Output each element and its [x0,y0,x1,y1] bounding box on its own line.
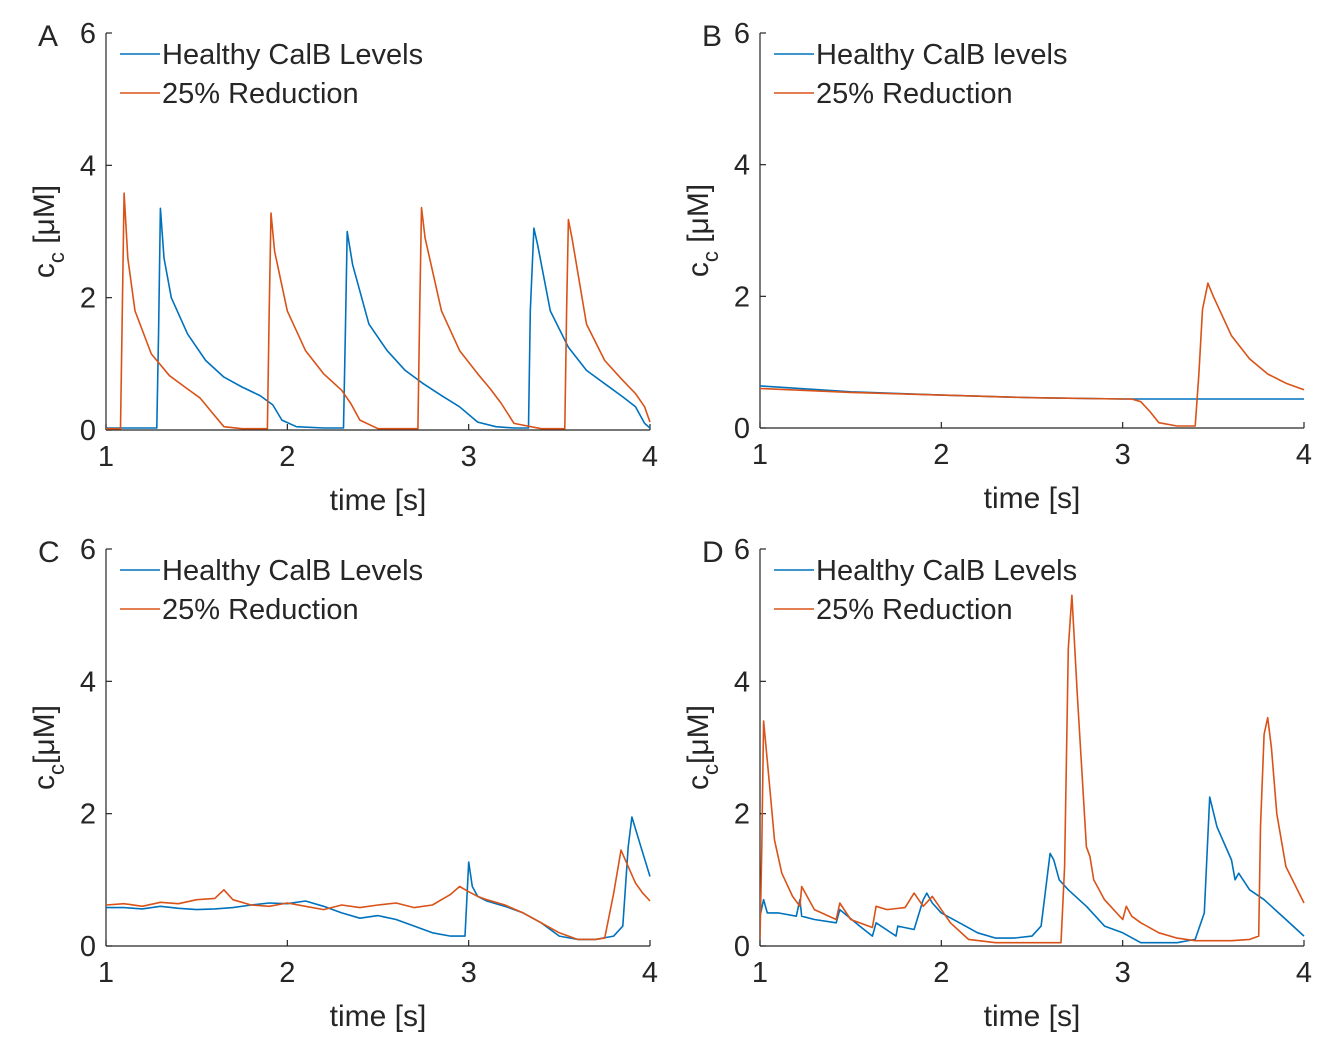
legend-entry: Healthy CalB Levels [162,39,423,71]
y-axis-label-units: [μM] [28,185,61,252]
y-axis-label: cc [μM] [682,184,723,277]
y-tick-label: 2 [80,799,96,831]
y-tick-label: 2 [734,281,750,313]
legend-entry: Healthy CalB Levels [162,555,423,587]
series-line-healthy [106,207,651,429]
y-tick-label: 4 [80,150,96,182]
y-axis-label-main: c [682,775,715,790]
x-tick-label: 4 [1296,439,1312,471]
y-tick-label: 6 [734,534,750,566]
y-axis-label-subscript: c [44,764,69,775]
y-axis-label: cc [μM] [28,185,69,278]
y-axis-label: cc[μM] [28,705,69,790]
y-tick-label: 6 [80,534,96,566]
x-axis-label: time [s] [984,1000,1081,1033]
series-line-healthy [760,796,1305,944]
x-tick-label: 4 [642,957,658,989]
legend-entry: 25% Reduction [816,594,1013,626]
series-line-reduced [106,849,651,941]
y-tick-label: 6 [80,18,96,50]
y-tick-label: 0 [734,413,750,445]
y-axis-label-main: c [28,775,61,790]
x-tick-label: 3 [1115,957,1131,989]
y-tick-label: 4 [80,666,96,698]
y-tick-label: 4 [734,666,750,698]
legend-entry: Healthy CalB levels [816,39,1067,71]
y-axis-label-main: c [682,262,715,277]
x-axis-label: time [s] [984,482,1081,515]
y-tick-label: 2 [80,283,96,315]
x-tick-label: 2 [279,441,295,473]
legend-entry: 25% Reduction [162,594,359,626]
x-tick-label: 2 [279,957,295,989]
x-tick-label: 1 [752,957,768,989]
series-line-healthy [106,816,651,941]
x-tick-label: 2 [933,957,949,989]
panel-label: B [702,20,722,53]
legend-entry: 25% Reduction [162,78,359,110]
x-tick-label: 1 [752,439,768,471]
x-tick-label: 1 [98,957,114,989]
x-tick-label: 2 [933,439,949,471]
x-tick-label: 3 [1115,439,1131,471]
y-axis-label-subscript: c [44,252,69,263]
series-line-reduced [106,192,651,430]
panel-label: A [38,20,58,53]
panel-b: B 1 2 3 4 0 2 4 6 time [s] cc [μM] Healthy CalB lev… [682,18,1312,515]
y-axis-label-units: [μM] [682,705,715,764]
panel-a: A 1 2 3 4 0 2 4 6 time [s] cc [μM] Healthy CalB Lev… [28,18,658,517]
y-tick-label: 6 [734,18,750,50]
legend-entry: 25% Reduction [816,78,1013,110]
x-tick-label: 3 [461,441,477,473]
x-tick-label: 4 [642,441,658,473]
panel-label: C [38,536,60,569]
y-axis-label-units: [μM] [28,705,61,764]
y-axis-label-main: c [28,263,61,278]
y-axis-label: cc[μM] [682,705,723,790]
y-tick-label: 4 [734,150,750,182]
y-tick-label: 0 [734,931,750,963]
x-axis-label: time [s] [330,484,427,517]
y-axis-label-units: [μM] [682,184,715,251]
y-tick-label: 2 [734,799,750,831]
x-tick-label: 4 [1296,957,1312,989]
legend-entry: Healthy CalB Levels [816,555,1077,587]
y-tick-label: 0 [80,415,96,447]
series-line-reduced [760,594,1305,944]
x-axis-label: time [s] [330,1000,427,1033]
y-axis-label-subscript: c [698,764,723,775]
panel-label: D [702,536,724,569]
series-line-reduced [760,282,1305,427]
x-tick-label: 3 [461,957,477,989]
x-tick-label: 1 [98,441,114,473]
y-tick-label: 0 [80,931,96,963]
y-axis-label-subscript: c [698,251,723,262]
